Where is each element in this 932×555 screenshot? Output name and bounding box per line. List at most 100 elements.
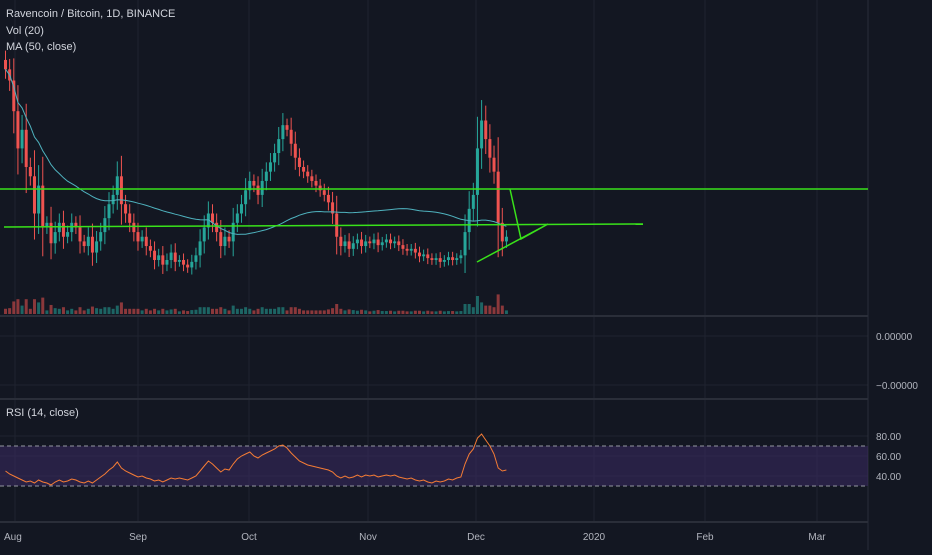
candle-body [310,176,314,181]
candle-body [268,162,272,172]
volume-bar [339,308,343,314]
volume-bar [70,308,74,314]
candle-body [107,204,111,219]
volume-bar [198,307,202,314]
candle-body [500,222,504,242]
candle-body [177,260,181,262]
candle-body [211,213,214,223]
candle-body [144,236,148,247]
candle-body [70,222,74,233]
candle-body [227,236,231,242]
volume-bar [153,308,157,314]
candle-body [66,232,70,237]
candle-body [380,242,384,246]
volume-bar [148,310,152,314]
candle-body [376,239,380,246]
candle-body [351,243,355,249]
volume-bar [53,308,57,314]
candle-body [148,246,152,251]
candle-body [397,241,401,246]
time-axis-label: Sep [129,532,147,543]
volume-bar [360,309,364,314]
time-axis-label: Aug [4,532,22,543]
volume-bar [239,308,243,314]
volume-bar [293,307,297,314]
volume-bar [405,311,409,314]
candle-body [360,239,364,247]
candle-body [451,257,455,260]
candle-body [82,241,86,247]
volume-bar [488,305,492,314]
candle-body [90,236,94,253]
candle-body [198,241,202,256]
volume-bar [132,308,136,314]
candle-body [368,241,372,244]
candle-body [215,222,219,233]
candle-body [190,261,194,268]
candle-body [103,218,107,233]
candle-body [78,227,82,242]
time-axis-label: Oct [241,532,257,543]
candle-body [132,222,136,233]
candle-body [331,202,335,214]
volume-bar [302,310,306,314]
time-axis-label: 2020 [583,532,606,543]
volume-bar [442,311,446,314]
volume-bar [343,310,347,314]
volume-bar [161,308,165,314]
candle-body [426,254,430,259]
candle-body [37,185,41,214]
volume-bar [434,311,438,314]
volume-bar [82,310,86,314]
volume-bar [504,310,508,314]
volume-bar [306,310,310,314]
candle-body [28,167,32,177]
support-line [3,223,644,228]
candle-body [157,255,161,260]
candle-body [194,255,198,262]
volume-legend: Vol (20) [6,25,44,37]
candle-body [326,194,330,203]
volume-bar [140,310,144,314]
rsi-legend: RSI (14, close) [6,407,79,419]
time-axis-label: Dec [467,532,485,543]
candle-body [186,264,190,268]
volume-bar [281,307,285,314]
ma-legend: MA (50, close) [6,41,77,53]
volume-bar [455,311,459,314]
volume-bar [480,302,484,314]
volume-bar [268,308,272,314]
volume-bar [37,302,41,314]
volume-bar [500,305,504,314]
volume-bar [273,308,277,314]
oscillator-axis-label: −0.00000 [876,381,918,392]
candle-body [161,255,165,265]
candle-body [136,232,140,242]
volume-bar [310,310,314,314]
rsi-axis-label: 80.00 [876,432,901,443]
volume-bar [475,296,479,314]
candle-body [285,125,289,130]
candle-body [223,236,227,247]
volume-bar [12,301,16,314]
volume-bar [74,310,78,314]
candle-body [372,239,376,244]
candle-body [202,227,206,242]
volume-bar [124,308,128,314]
volume-bar [393,311,397,314]
volume-bar [206,307,210,314]
volume-bar [496,294,500,314]
volume-bar [32,299,36,314]
volume-bar [376,310,380,314]
candle-body [239,204,243,214]
volume-bar [422,311,426,314]
candle-body [297,157,301,167]
volume-bar [24,299,28,314]
volume-bar [119,302,123,314]
candle-body [244,190,248,205]
candle-body [16,111,20,149]
candle-body [61,222,65,237]
candle-body [219,232,223,247]
